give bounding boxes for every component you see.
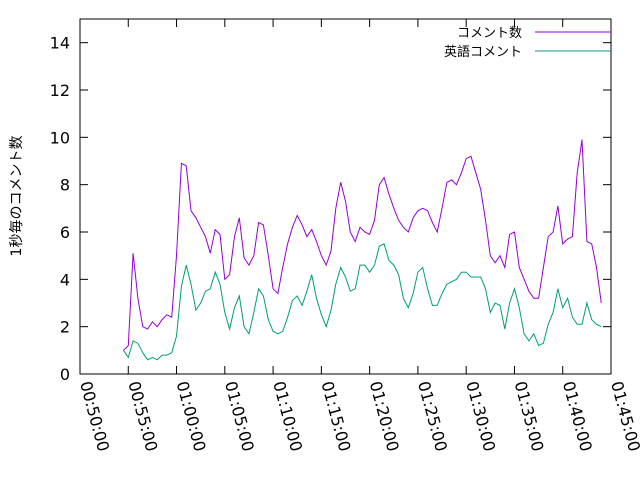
plot-border [79,18,612,375]
legend-label-1: コメント数 [457,26,522,41]
y-axis-title: 1秒毎のコメント数 [9,136,25,257]
y-tick-label: 0 [60,365,70,384]
series-line-1 [123,139,602,351]
y-tick-label: 12 [50,81,70,100]
series-layer [122,139,602,361]
y-tick-label: 4 [60,270,70,289]
y-tick-label: 2 [60,318,70,337]
y-tick-label: 8 [60,176,70,195]
y-tick-label: 14 [50,34,70,53]
legend-label-2: 英語コメント [444,44,522,60]
series-line-2 [122,243,602,361]
y-tick-label: 10 [50,128,70,147]
y-tick-label: 6 [60,223,70,242]
